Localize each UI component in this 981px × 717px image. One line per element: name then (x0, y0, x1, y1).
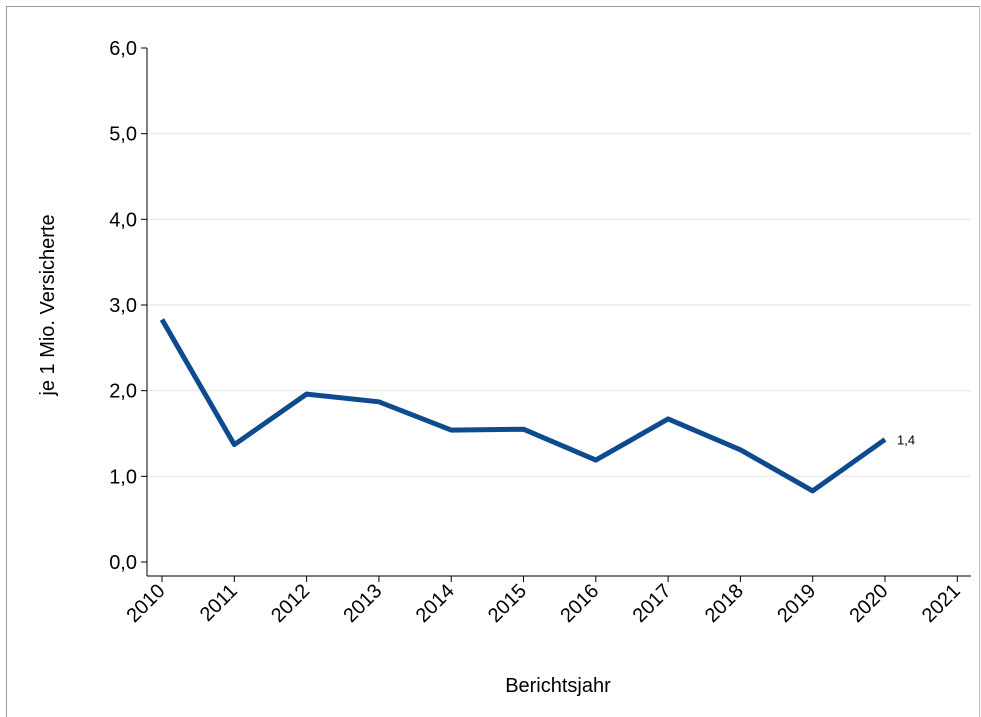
x-tick-label: 2020 (846, 580, 893, 627)
series (159, 318, 887, 494)
y-tick-label: 2,0 (109, 381, 137, 403)
series-line (159, 318, 887, 494)
x-tick-label: 2018 (701, 580, 748, 627)
x-tick-label: 2015 (484, 580, 531, 627)
y-tick-label: 5,0 (109, 124, 137, 146)
x-tick-label: 2012 (267, 580, 314, 627)
x-tick-label: 2021 (918, 580, 965, 627)
x-axis-ticks: 2010 2011 2012 2013 2014 2015 2016 2017 2018 2019… (123, 576, 965, 627)
x-axis-title: Berichtsjahr (505, 675, 611, 697)
y-tick-label: 3,0 (109, 295, 137, 317)
y-tick-label: 0,0 (109, 552, 137, 574)
y-axis-title: je 1 Mio. Versicherte (37, 214, 59, 396)
y-tick-label: 6,0 (109, 38, 137, 60)
y-tick-label: 4,0 (109, 209, 137, 231)
x-tick-label: 2017 (629, 580, 676, 627)
x-tick-label: 2013 (339, 580, 386, 627)
x-tick-label: 2014 (412, 580, 459, 627)
x-tick-label: 2019 (773, 580, 820, 627)
data-label: 1,4 (897, 432, 915, 447)
annotations: 1,4 (897, 432, 915, 447)
y-axis-ticks: 0,0 1,0 2,0 3,0 4,0 5,0 6,0 (109, 38, 147, 574)
x-tick-label: 2016 (556, 580, 603, 627)
y-tick-label: 1,0 (109, 466, 137, 488)
chart-frame (6, 6, 980, 717)
x-tick-label: 2010 (123, 580, 170, 627)
axes (146, 48, 971, 577)
x-tick-label: 2011 (196, 580, 242, 626)
gridlines (147, 132, 971, 478)
